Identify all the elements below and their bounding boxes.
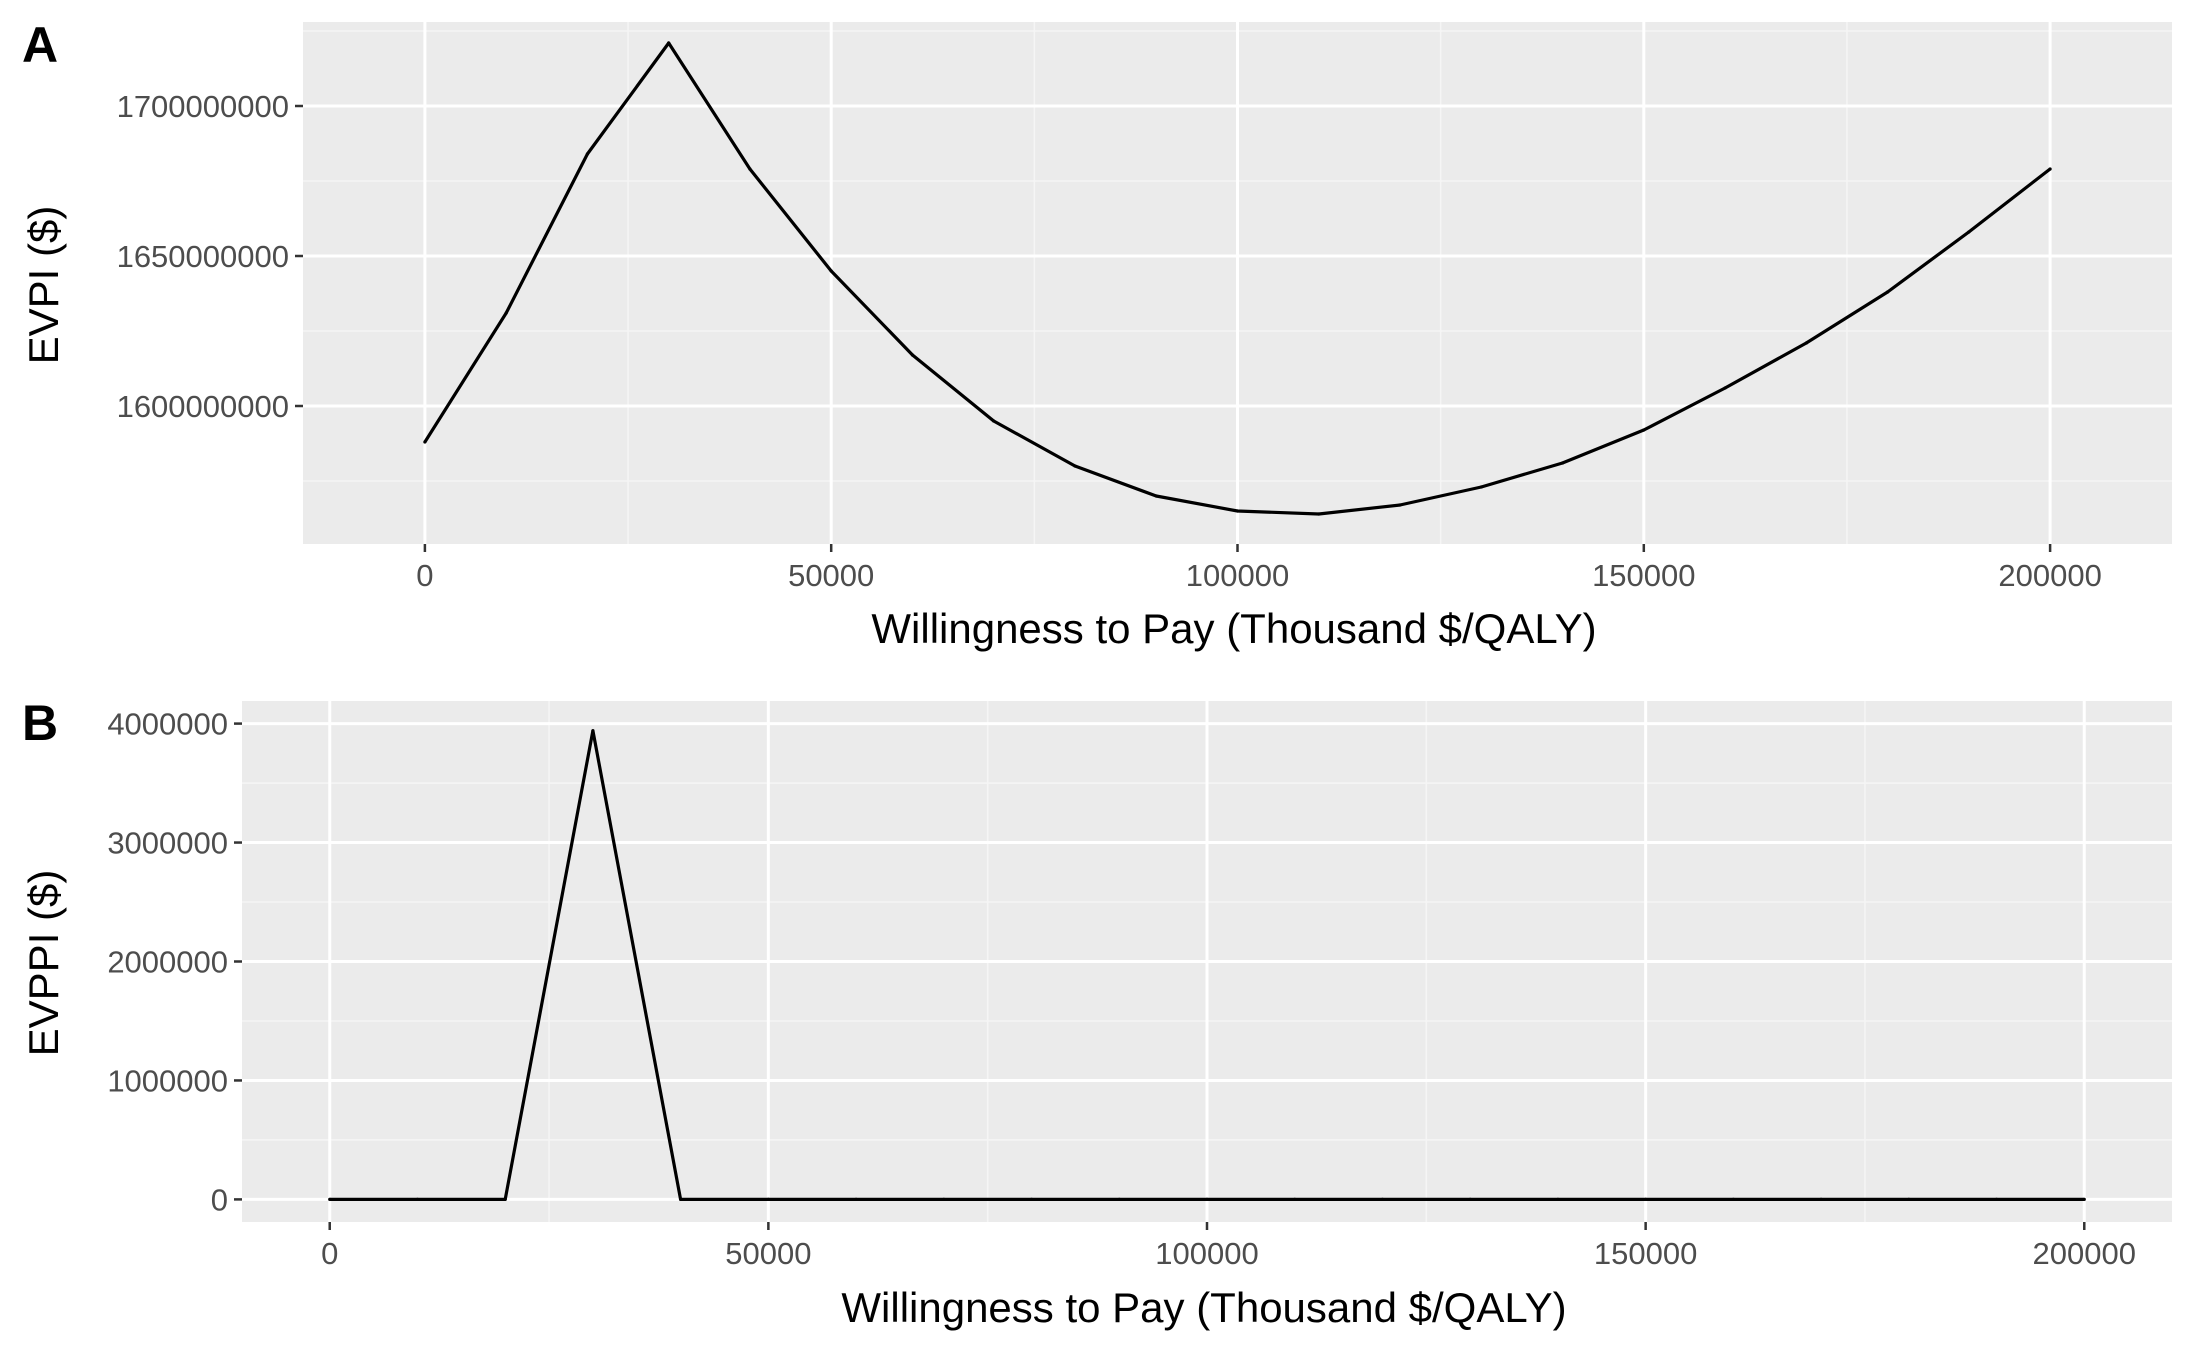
data-point	[2082, 1197, 2086, 1201]
data-point	[1731, 1197, 1735, 1201]
panel-label-a: A	[22, 17, 58, 73]
data-point	[1556, 1197, 1560, 1201]
data-point	[829, 269, 833, 273]
data-point	[1723, 386, 1727, 390]
data-point	[1317, 512, 1321, 516]
y-tick-label: 1000000	[107, 1063, 228, 1098]
data-point	[1117, 1197, 1121, 1201]
x-tick-label: 50000	[788, 558, 874, 593]
data-point	[503, 1197, 507, 1201]
data-point	[679, 1197, 683, 1201]
data-point	[1644, 1197, 1648, 1201]
data-point	[585, 152, 590, 156]
data-point	[1479, 485, 1483, 489]
y-tick-label: 1700000000	[117, 89, 289, 124]
data-point	[1967, 230, 1971, 234]
chart-panel-a: 0 50000 100000 150000 200000 1600000000 165000…	[20, 17, 2172, 652]
axis-ticks-a: 0 50000 100000 150000 200000 1600000000 165000…	[117, 89, 2102, 593]
data-point	[423, 440, 427, 444]
evpi-data-points	[423, 41, 2052, 516]
data-point	[1380, 1197, 1385, 1201]
data-point	[910, 353, 915, 357]
data-point	[748, 167, 752, 171]
x-tick-label: 50000	[725, 1236, 811, 1271]
y-tick-label: 4000000	[107, 707, 228, 742]
data-point	[1235, 509, 1240, 513]
data-point	[504, 311, 508, 315]
x-axis-title-a: Willingness to Pay (Thousand $/QALY)	[871, 605, 1596, 652]
data-point	[1293, 1197, 1297, 1201]
data-point	[1468, 1197, 1472, 1201]
data-point	[667, 41, 671, 45]
data-point	[854, 1197, 858, 1201]
data-point	[1994, 1197, 1999, 1201]
data-point	[1029, 1197, 1034, 1201]
x-tick-label: 150000	[1594, 1236, 1697, 1271]
data-point	[1073, 464, 1077, 468]
x-axis-title-b: Willingness to Pay (Thousand $/QALY)	[841, 1284, 1566, 1331]
data-point	[415, 1197, 420, 1201]
data-point	[1560, 461, 1565, 465]
x-tick-label: 200000	[2033, 1236, 2136, 1271]
data-point	[1642, 428, 1646, 432]
data-point	[1398, 503, 1402, 507]
axis-ticks-b: 0 50000 100000 150000 2000000100000020000003…	[107, 707, 2136, 1271]
x-tick-label: 150000	[1592, 558, 1695, 593]
data-point	[1907, 1197, 1911, 1201]
gridlines-b	[242, 701, 2172, 1222]
data-point	[1804, 341, 1808, 345]
x-tick-label: 0	[321, 1236, 338, 1271]
data-point	[1885, 290, 1890, 294]
data-point	[992, 419, 996, 423]
panel-label-b: B	[22, 695, 58, 751]
y-tick-label: 3000000	[107, 826, 228, 861]
x-tick-label: 200000	[1998, 558, 2101, 593]
gridlines-a	[303, 22, 2172, 544]
data-point	[942, 1197, 946, 1201]
data-point	[1205, 1197, 1209, 1201]
data-point	[1819, 1197, 1823, 1201]
x-tick-label: 0	[416, 558, 433, 593]
x-tick-label: 100000	[1186, 558, 1289, 593]
y-tick-label: 1600000000	[117, 389, 289, 424]
data-point	[2048, 167, 2052, 171]
y-tick-label: 2000000	[107, 945, 228, 980]
y-tick-label: 0	[211, 1182, 228, 1217]
data-point	[766, 1197, 770, 1201]
x-tick-label: 100000	[1155, 1236, 1258, 1271]
evppi-data-points	[328, 729, 2086, 1201]
y-tick-label: 1650000000	[117, 239, 289, 274]
data-point	[328, 1197, 332, 1201]
data-point	[1154, 494, 1158, 498]
chart-panel-b: 0 50000 100000 150000 2000000100000020000003…	[20, 695, 2172, 1331]
y-axis-title-a: EVPI ($)	[20, 206, 67, 365]
data-point	[591, 729, 595, 733]
y-axis-title-b: EVPPI ($)	[20, 870, 67, 1057]
